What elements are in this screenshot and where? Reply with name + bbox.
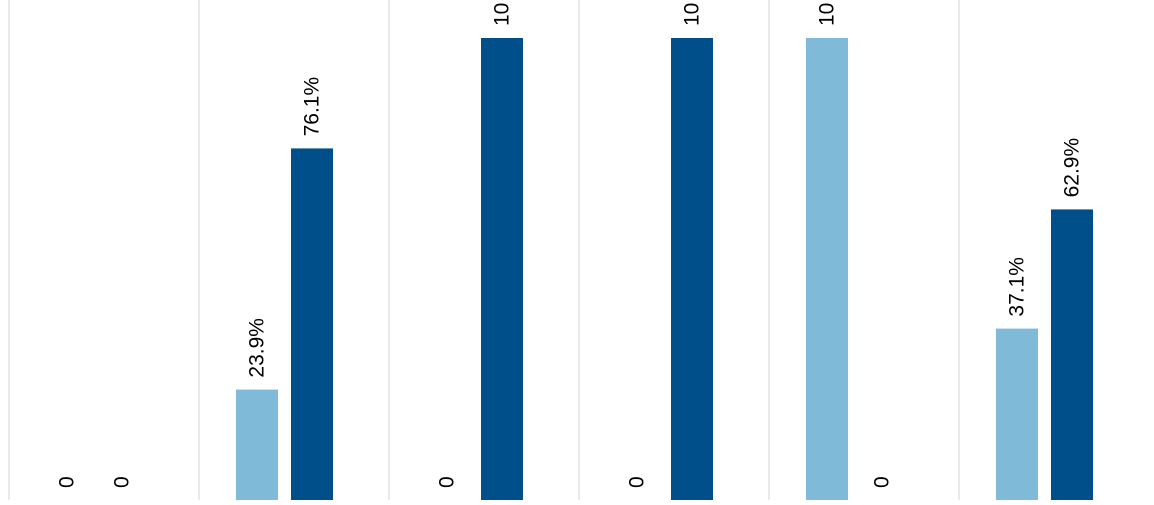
data-label: 10 bbox=[681, 3, 704, 26]
data-label: 0 bbox=[111, 476, 134, 488]
bar bbox=[291, 148, 333, 500]
data-label: 10 bbox=[816, 3, 839, 26]
data-label: 76.1% bbox=[301, 77, 324, 137]
bar bbox=[671, 38, 713, 500]
bar bbox=[481, 38, 523, 500]
data-label: 0 bbox=[56, 476, 79, 488]
data-label: 62.9% bbox=[1061, 138, 1084, 198]
data-label: 0 bbox=[871, 476, 894, 488]
bar bbox=[1051, 209, 1093, 501]
data-label: 37.1% bbox=[1006, 257, 1029, 317]
data-label: 10 bbox=[491, 3, 514, 26]
bar bbox=[236, 389, 278, 500]
data-label: 23.9% bbox=[246, 318, 269, 378]
data-label: 0 bbox=[626, 476, 649, 488]
bar bbox=[996, 328, 1038, 500]
data-label: 0 bbox=[436, 476, 459, 488]
bar bbox=[806, 38, 848, 500]
